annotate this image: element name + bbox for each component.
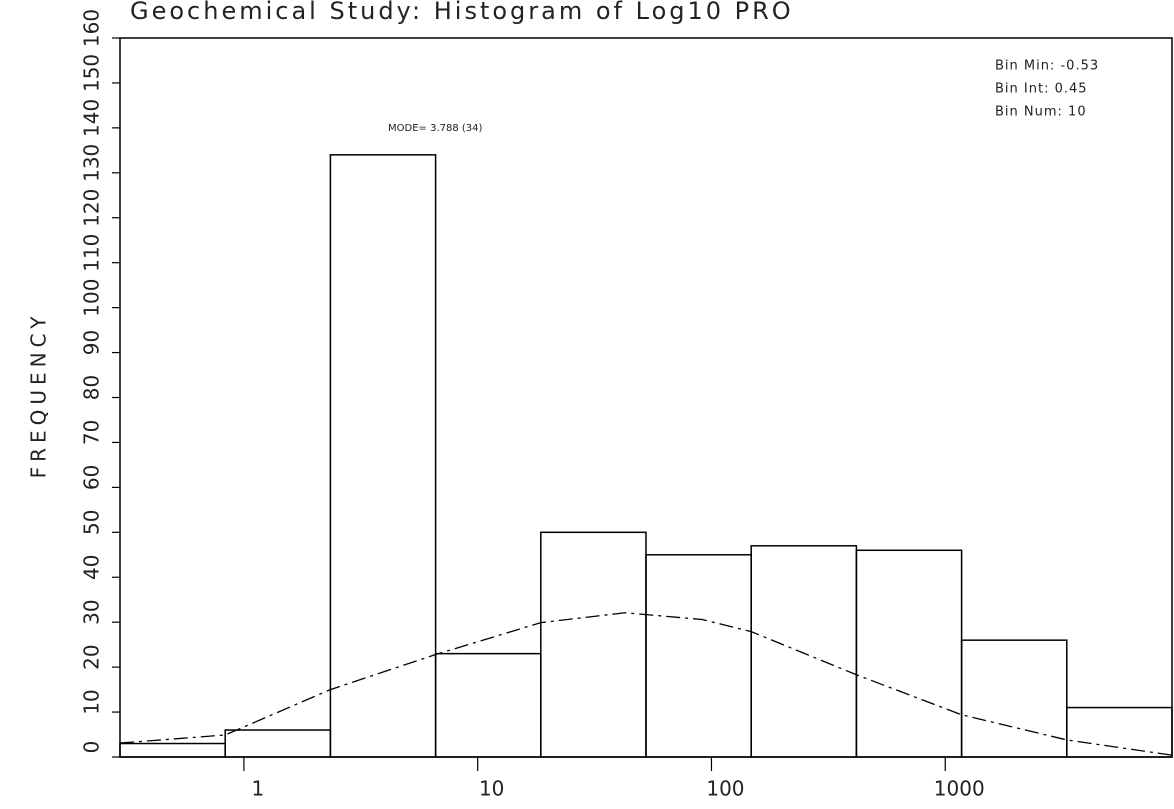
- y-tick-label: 150: [80, 54, 104, 92]
- y-tick-label: 110: [80, 234, 104, 272]
- y-tick-label: 40: [80, 555, 104, 580]
- y-tick-label: 100: [80, 279, 104, 317]
- y-tick-label: 120: [80, 189, 104, 227]
- y-tick-label: 50: [80, 510, 104, 535]
- y-tick-label: 160: [80, 9, 104, 47]
- histogram-bar: [119, 742, 226, 758]
- x-tick-label: 10: [479, 777, 504, 801]
- y-tick-label: 70: [80, 420, 104, 445]
- y-tick-label: 0: [80, 741, 104, 754]
- normal-curve: [119, 612, 1173, 756]
- histogram-bar: [960, 639, 1068, 758]
- x-tick-label: 100: [706, 777, 744, 801]
- info-text: Bin Num: 10: [995, 105, 1087, 120]
- chart-title: Geochemical Study: Histogram of Log10 PR…: [130, 0, 794, 25]
- y-tick-label: 130: [80, 144, 104, 182]
- histogram-bar: [855, 549, 963, 758]
- x-tick-label: 1: [252, 777, 265, 801]
- y-tick-label: 60: [80, 465, 104, 490]
- histogram-bar: [434, 652, 542, 758]
- histogram-bar: [224, 729, 332, 758]
- y-axis-label: FREQUENCY: [27, 312, 51, 479]
- y-tick-label: 90: [80, 330, 104, 355]
- histogram-bar: [1066, 706, 1173, 758]
- y-tick-label: 20: [80, 644, 104, 669]
- histogram-bar: [750, 545, 858, 758]
- histogram-bar: [645, 554, 752, 758]
- mode-annotation: MODE= 3.788 (34): [388, 123, 483, 134]
- y-tick-label: 80: [80, 375, 104, 400]
- y-tick-label: 30: [80, 599, 104, 624]
- info-text: Bin Int: 0.45: [995, 82, 1088, 97]
- y-tick-label: 140: [80, 99, 104, 137]
- histogram-bar: [540, 531, 647, 758]
- x-tick-label: 1000: [934, 777, 985, 801]
- info-text: Bin Min: -0.53: [995, 59, 1099, 74]
- histogram-bar: [329, 154, 437, 758]
- y-tick-label: 10: [80, 689, 104, 714]
